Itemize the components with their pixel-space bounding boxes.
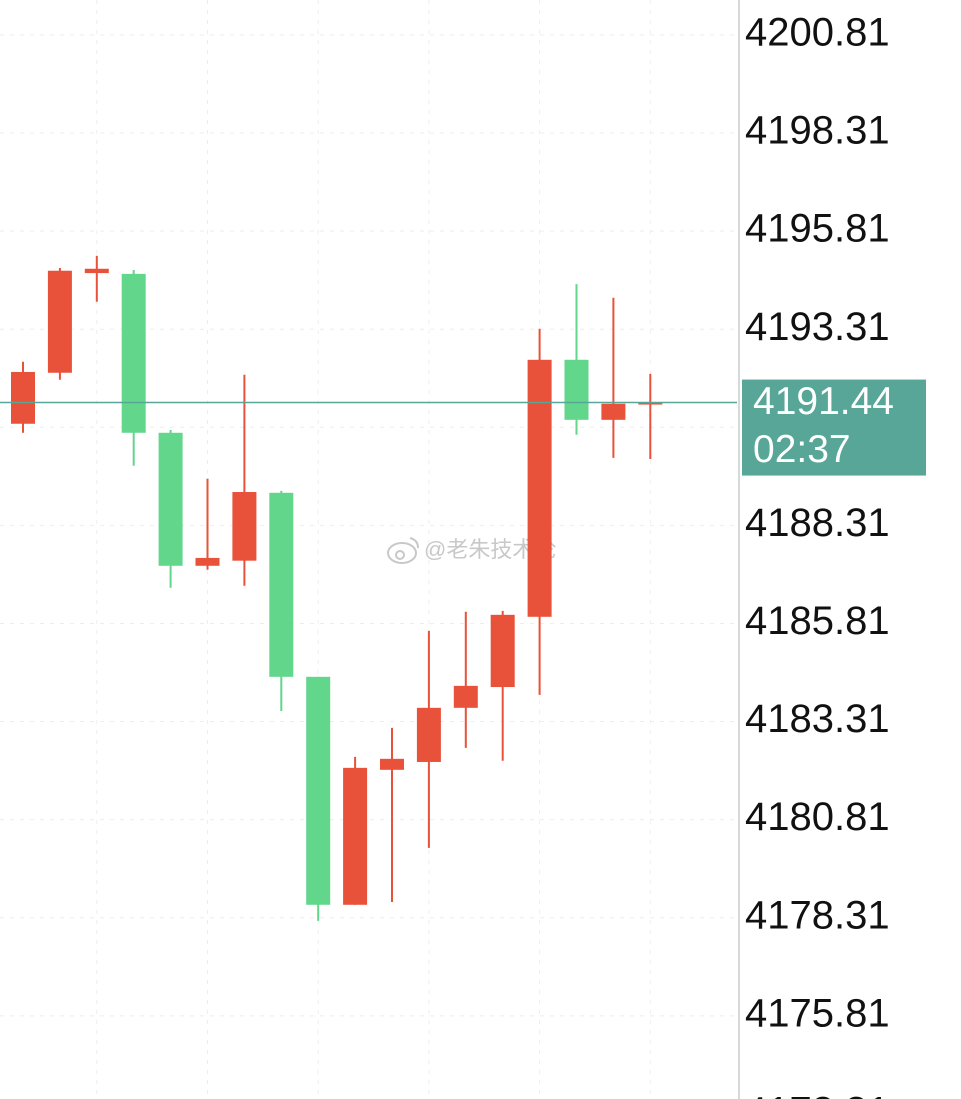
countdown-label: 02:37 [753, 428, 851, 471]
watermark-icon [387, 537, 419, 564]
y-tick-label: 4188.31 [745, 501, 890, 545]
y-tick-label: 4183.31 [745, 697, 890, 741]
y-tick-label: 4193.31 [745, 305, 890, 349]
candle-body [47, 270, 72, 373]
y-tick-label: 4175.81 [745, 991, 890, 1035]
candle-body [11, 371, 35, 424]
candle-body [269, 492, 294, 677]
y-tick-label: 4200.81 [745, 10, 890, 54]
candle-body [638, 402, 663, 405]
candle-body [121, 273, 146, 433]
candle-body [158, 432, 183, 566]
y-tick-label: 4173.31 [745, 1089, 890, 1099]
y-tick-label: 4185.81 [745, 599, 890, 643]
candle-body [416, 707, 441, 762]
y-tick-label: 4195.81 [745, 207, 890, 251]
last-price-label: 4191.44 [753, 380, 894, 423]
candle-body [490, 614, 515, 688]
candle-body [601, 403, 626, 420]
last-price-box [742, 379, 926, 476]
candle-body [527, 359, 552, 617]
y-tick-label: 4178.31 [745, 893, 890, 937]
candle-body [195, 557, 220, 566]
candle-body [343, 767, 368, 905]
candle-body [453, 685, 478, 708]
candle-body [232, 492, 257, 561]
y-tick-label: 4180.81 [745, 795, 890, 839]
candle-body [564, 359, 589, 420]
candle-body [380, 758, 404, 770]
candle-body [84, 268, 109, 274]
y-tick-label: 4198.31 [745, 109, 890, 153]
candle-body [306, 676, 331, 905]
